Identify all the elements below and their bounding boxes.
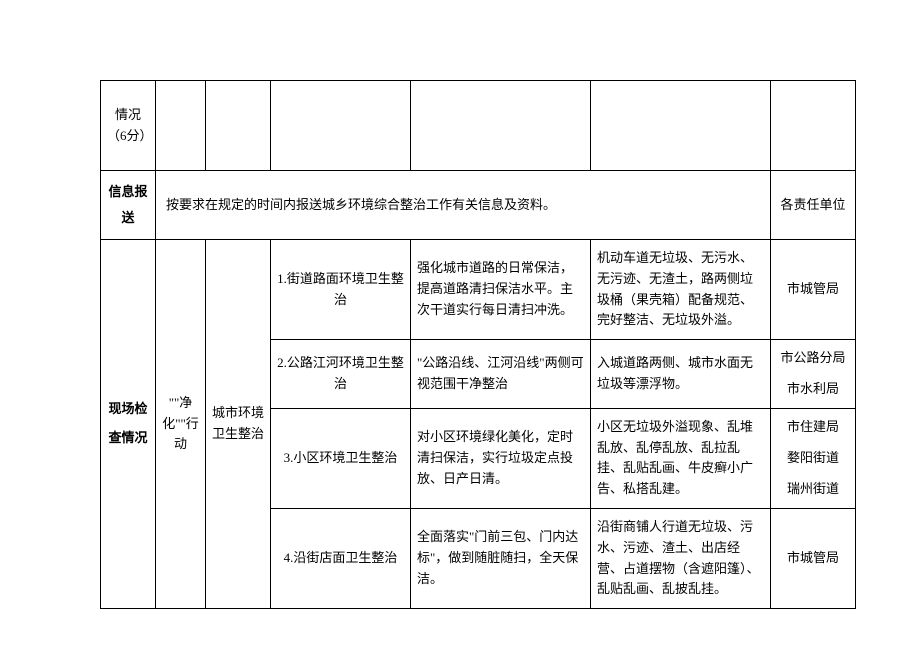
item-measure: 全面落实"门前三包、门内达标"，做到随脏随扫，全天保洁。 bbox=[411, 508, 591, 608]
action-name: ""净化""行动 bbox=[156, 240, 206, 609]
item-title: 2.公路江河环境卫生整治 bbox=[271, 340, 411, 409]
unit-line: 市公路分局 bbox=[777, 348, 849, 369]
category-name: 城市环境卫生整治 bbox=[206, 240, 271, 609]
item-title: 3.小区环境卫生整治 bbox=[271, 408, 411, 508]
responsible-unit: 各责任单位 bbox=[771, 171, 856, 240]
item-standard: 沿街商铺人行道无垃圾、污水、污迹、渣土、出店经营、占道摆物（含遮阳篷）、乱贴乱画… bbox=[591, 508, 771, 608]
empty-cell bbox=[591, 81, 771, 171]
item-measure: "公路沿线、江河沿线"两侧可视范围干净整治 bbox=[411, 340, 591, 409]
item-title: 4.沿街店面卫生整治 bbox=[271, 508, 411, 608]
item-standard: 入城道路两侧、城市水面无垃圾等漂浮物。 bbox=[591, 340, 771, 409]
responsible-unit: 市公路分局 市水利局 bbox=[771, 340, 856, 409]
empty-cell bbox=[206, 81, 271, 171]
row-header-score: 情况（6分） bbox=[101, 81, 156, 171]
item-measure: 对小区环境绿化美化，定时清扫保洁，实行垃圾定点投放、日产日清。 bbox=[411, 408, 591, 508]
empty-cell bbox=[411, 81, 591, 171]
empty-cell bbox=[156, 81, 206, 171]
table-row: 信息报送 按要求在规定的时间内报送城乡环境综合整治工作有关信息及资料。 各责任单… bbox=[101, 171, 856, 240]
unit-line: 市住建局 bbox=[777, 417, 849, 438]
responsible-unit: 市城管局 bbox=[771, 240, 856, 340]
row-header-info: 信息报送 bbox=[101, 171, 156, 240]
row-header-onsite: 现场检查情况 bbox=[101, 240, 156, 609]
responsible-unit: 市城管局 bbox=[771, 508, 856, 608]
info-content: 按要求在规定的时间内报送城乡环境综合整治工作有关信息及资料。 bbox=[156, 171, 771, 240]
unit-line: 瑞州街道 bbox=[777, 479, 849, 500]
empty-cell bbox=[271, 81, 411, 171]
unit-line: 市水利局 bbox=[777, 379, 849, 400]
responsible-unit: 市住建局 婺阳街道 瑞州街道 bbox=[771, 408, 856, 508]
empty-cell bbox=[771, 81, 856, 171]
table-row: 情况（6分） bbox=[101, 81, 856, 171]
table-row: 现场检查情况 ""净化""行动 城市环境卫生整治 1.街道路面环境卫生整治 强化… bbox=[101, 240, 856, 340]
assessment-table: 情况（6分） 信息报送 按要求在规定的时间内报送城乡环境综合整治工作有关信息及资… bbox=[100, 80, 856, 609]
item-title: 1.街道路面环境卫生整治 bbox=[271, 240, 411, 340]
item-standard: 机动车道无垃圾、无污水、无污迹、无渣土，路两侧垃圾桶（果壳箱）配备规范、完好整洁… bbox=[591, 240, 771, 340]
item-measure: 强化城市道路的日常保洁，提高道路清扫保洁水平。主次干道实行每日清扫冲洗。 bbox=[411, 240, 591, 340]
item-standard: 小区无垃圾外溢现象、乱堆乱放、乱停乱放、乱拉乱挂、乱贴乱画、牛皮癣小广告、私搭乱… bbox=[591, 408, 771, 508]
unit-line: 婺阳街道 bbox=[777, 448, 849, 469]
